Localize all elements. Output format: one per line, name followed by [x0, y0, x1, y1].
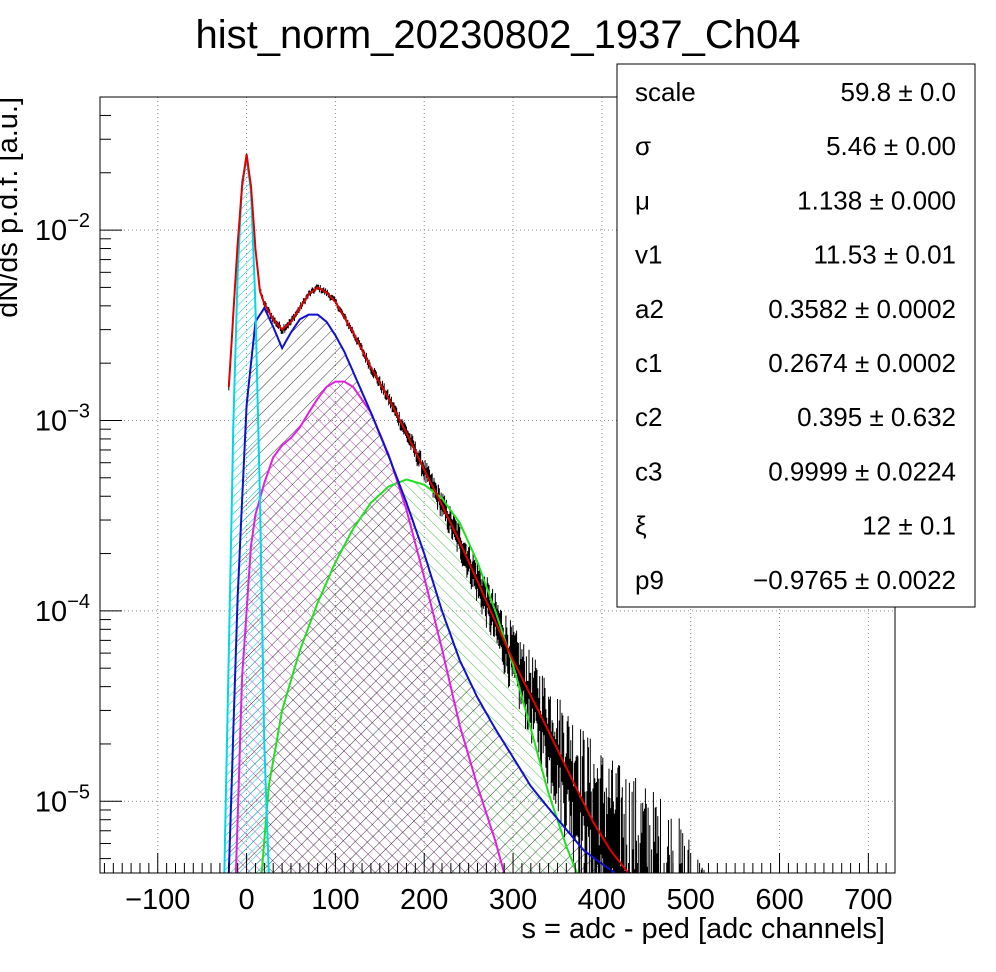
y-axis: 10−5 10−4 10−3 10−2: [35, 96, 122, 860]
x-tick-label: 200: [400, 884, 448, 916]
stat-value: 1.138 ± 0.000: [797, 185, 956, 215]
x-axis: −100 0 100 200 300 400 500 600 700: [103, 853, 893, 916]
x-tick-label: 0: [238, 884, 254, 916]
total-fit-curve: [227, 154, 630, 873]
stat-value: 11.53 ± 0.01: [814, 240, 956, 270]
stat-value: 0.2674 ± 0.0002: [768, 348, 956, 378]
fit-curves: [223, 154, 630, 873]
stat-value: 0.3582 ± 0.0002: [768, 294, 956, 324]
x-tick-label: 400: [578, 884, 626, 916]
single-pe-fill: [228, 307, 616, 873]
y-tick-label: 10−3: [35, 400, 90, 437]
x-tick-label: 700: [844, 884, 892, 916]
stat-value: 59.8 ± 0.0: [841, 77, 956, 107]
stat-value: 12 ± 0.1: [862, 511, 956, 541]
x-tick-label: −100: [125, 884, 190, 916]
stat-value: 0.395 ± 0.632: [797, 402, 956, 432]
y-tick-label: 10−5: [35, 781, 90, 818]
x-tick-label: 300: [489, 884, 537, 916]
stat-name: c2: [635, 402, 662, 432]
stat-name: scale: [635, 77, 696, 107]
x-tick-label: 100: [311, 884, 359, 916]
stats-box-frame: [616, 63, 976, 608]
stat-name: c1: [635, 348, 662, 378]
stat-name: v1: [635, 240, 662, 270]
stat-value: 5.46 ± 0.00: [826, 131, 956, 161]
stat-name: σ: [635, 131, 651, 161]
y-tick-label: 10−4: [35, 591, 90, 628]
x-axis-label: s = adc - ped [adc channels]: [521, 913, 885, 945]
y-tick-label: 10−2: [35, 210, 90, 247]
three-pe-curve: [260, 478, 578, 873]
stat-name: a2: [635, 294, 664, 324]
stat-name: c3: [635, 456, 662, 486]
chart-title: hist_norm_20230802_1937_Ch04: [196, 13, 801, 57]
fit-stats-box: scale 59.8 ± 0.0 σ 5.46 ± 0.00 μ 1.138 ± 0.00…: [616, 63, 976, 608]
x-tick-label: 500: [667, 884, 715, 916]
y-axis-label: dN/ds p.d.f. [a.u.]: [0, 97, 24, 318]
stat-name: ξ: [635, 511, 647, 541]
stat-name: μ: [635, 185, 650, 215]
stat-name: p9: [635, 565, 664, 595]
stat-value: 0.9999 ± 0.0224: [768, 456, 956, 486]
stat-value: −0.9765 ± 0.0022: [753, 565, 956, 595]
single-pe-curve: [227, 305, 616, 873]
x-tick-label: 600: [755, 884, 803, 916]
